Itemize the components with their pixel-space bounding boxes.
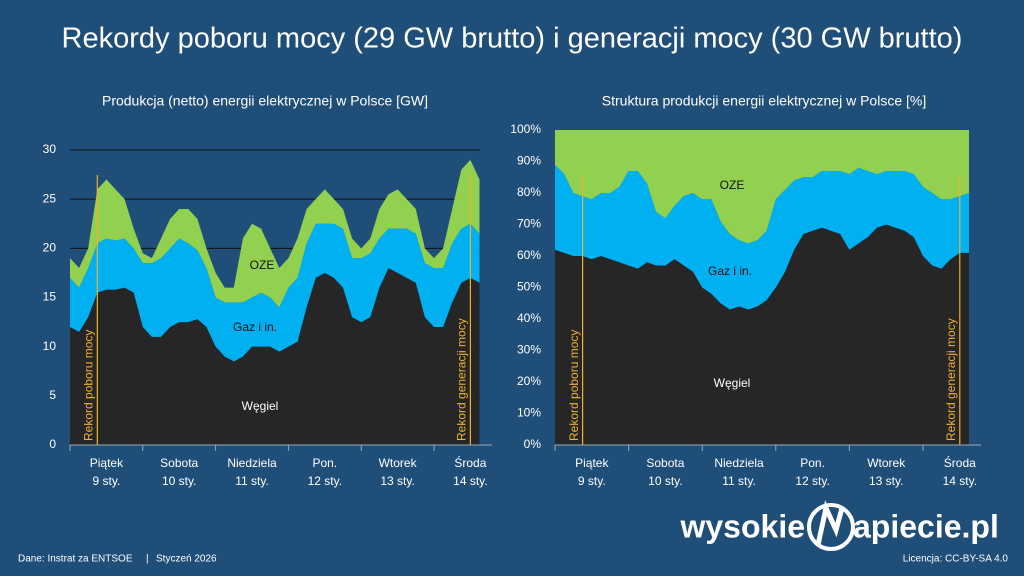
series-label: Węgiel bbox=[714, 376, 751, 390]
area-0 bbox=[555, 224, 969, 445]
charts: Produkcja (netto) energii elektrycznej w… bbox=[43, 93, 981, 488]
y-tick-label: 25 bbox=[43, 191, 57, 205]
y-tick-label: 0 bbox=[49, 437, 56, 451]
y-tick-label: 80% bbox=[517, 185, 541, 199]
y-tick-label: 0% bbox=[524, 437, 542, 451]
y-tick-label: 20% bbox=[517, 374, 541, 388]
series-label: Węgiel bbox=[242, 399, 279, 413]
area-1 bbox=[555, 164, 969, 310]
y-tick-label: 60% bbox=[517, 248, 541, 262]
y-tick-label: 30 bbox=[43, 142, 57, 156]
logo-right: apiecie.pl bbox=[853, 508, 999, 544]
x-tick-label: Piątek bbox=[90, 456, 124, 470]
x-tick-label: 13 sty. bbox=[869, 474, 903, 488]
x-tick-label: 12 sty. bbox=[308, 474, 342, 488]
x-tick-label: 12 sty. bbox=[795, 474, 829, 488]
x-tick-label: Niedziela bbox=[227, 456, 277, 470]
x-tick-label: Pon. bbox=[800, 456, 825, 470]
y-tick-label: 15 bbox=[43, 290, 57, 304]
x-tick-label: Piątek bbox=[575, 456, 609, 470]
x-tick-label: 13 sty. bbox=[380, 474, 414, 488]
x-tick-label: 11 sty. bbox=[235, 474, 269, 488]
series-label: OZE bbox=[250, 258, 275, 272]
series-label: OZE bbox=[720, 178, 745, 192]
date: Styczeń 2026 bbox=[156, 554, 217, 565]
logo-left: wysokie bbox=[679, 508, 805, 544]
y-tick-label: 70% bbox=[517, 217, 541, 231]
x-tick-label: Wtorek bbox=[867, 456, 906, 470]
area-2 bbox=[555, 130, 969, 244]
x-tick-label: Środa bbox=[454, 455, 486, 470]
x-tick-label: 14 sty. bbox=[453, 474, 487, 488]
x-tick-label: Środa bbox=[944, 455, 976, 470]
x-tick-label: 10 sty. bbox=[162, 474, 196, 488]
x-tick-label: 9 sty. bbox=[93, 474, 121, 488]
logo-icon bbox=[807, 500, 855, 551]
x-tick-label: 14 sty. bbox=[943, 474, 977, 488]
annotation: Rekord poboru mocy bbox=[567, 330, 581, 441]
area-0 bbox=[70, 268, 480, 445]
x-tick-label: Sobota bbox=[160, 456, 198, 470]
y-tick-label: 100% bbox=[510, 122, 541, 136]
page-title: Rekordy poboru mocy (29 GW brutto) i gen… bbox=[62, 23, 963, 55]
area-2 bbox=[70, 159, 480, 308]
chart-title: Struktura produkcji energii elektrycznej… bbox=[602, 93, 926, 109]
source: Dane: Instrat za ENTSOE bbox=[18, 554, 133, 565]
y-tick-label: 5 bbox=[49, 388, 56, 402]
y-tick-label: 90% bbox=[517, 154, 541, 168]
series-label: Gaz i in. bbox=[708, 264, 752, 278]
x-tick-label: 9 sty. bbox=[578, 474, 606, 488]
series-label: Gaz i in. bbox=[233, 320, 277, 334]
y-tick-label: 30% bbox=[517, 343, 541, 357]
y-tick-label: 20 bbox=[43, 241, 57, 255]
x-tick-label: Sobota bbox=[646, 456, 684, 470]
annotation: Rekord generacji mocy bbox=[455, 318, 469, 441]
chart-title: Produkcja (netto) energii elektrycznej w… bbox=[102, 93, 428, 109]
x-tick-label: Wtorek bbox=[379, 456, 418, 470]
annotation: Rekord poboru mocy bbox=[81, 330, 95, 441]
x-tick-label: 10 sty. bbox=[648, 474, 682, 488]
x-tick-label: Pon. bbox=[312, 456, 337, 470]
separator: | bbox=[146, 554, 149, 565]
y-tick-label: 50% bbox=[517, 280, 541, 294]
annotation: Rekord generacji mocy bbox=[944, 318, 958, 441]
license: Licencja: CC-BY-SA 4.0 bbox=[903, 554, 1009, 565]
x-tick-label: Niedziela bbox=[714, 456, 764, 470]
area-1 bbox=[70, 223, 480, 362]
x-tick-label: 11 sty. bbox=[722, 474, 756, 488]
y-tick-label: 40% bbox=[517, 311, 541, 325]
y-tick-label: 10% bbox=[517, 406, 541, 420]
y-tick-label: 10 bbox=[43, 339, 57, 353]
